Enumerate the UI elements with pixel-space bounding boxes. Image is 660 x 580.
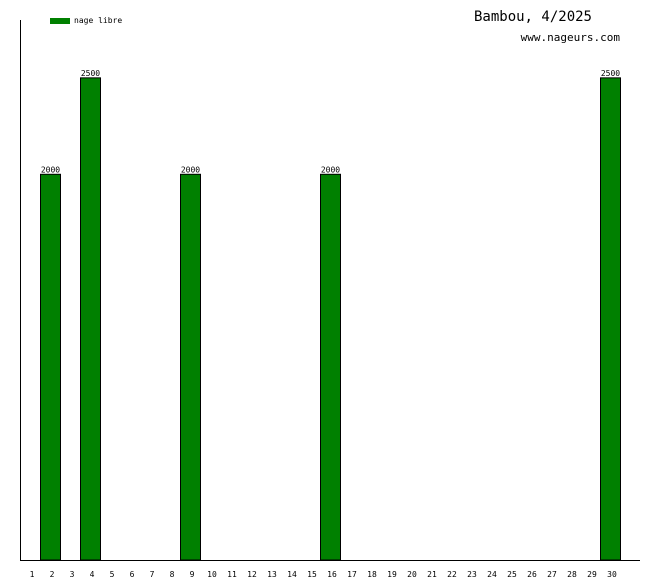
x-tick-label: 30: [607, 570, 617, 579]
x-tick-label: 15: [307, 570, 317, 579]
x-tick-label: 7: [150, 570, 155, 579]
x-tick-label: 13: [267, 570, 277, 579]
x-tick-label: 11: [227, 570, 237, 579]
x-tick-label: 21: [427, 570, 437, 579]
x-tick-labels-layer: 1 2 3 4 5 6 7 8 9 10 11 12 13 14 15 16 17 18 19 20 21 22 23 24 2…: [30, 570, 617, 579]
x-tick-label: 25: [507, 570, 517, 579]
bar-value-label: 2500: [81, 69, 100, 78]
bar: [600, 77, 621, 561]
bar: [320, 173, 341, 561]
bar: [40, 173, 61, 561]
chart-title: Bambou, 4/2025: [473, 9, 592, 25]
x-tick-label: 2: [50, 570, 55, 579]
bar: [80, 77, 101, 561]
x-tick-label: 1: [30, 570, 35, 579]
bars-layer: [40, 77, 621, 561]
x-tick-label: 29: [587, 570, 597, 579]
legend-label: nage libre: [74, 16, 123, 25]
x-tick-label: 23: [467, 570, 477, 579]
x-tick-label: 20: [407, 570, 417, 579]
axis-layer: [20, 20, 640, 561]
x-tick-label: 18: [367, 570, 377, 579]
x-tick-label: 17: [347, 570, 357, 579]
legend: nage libre: [50, 16, 122, 25]
x-tick-label: 24: [487, 570, 497, 579]
x-tick-label: 22: [447, 570, 457, 579]
x-tick-label: 16: [327, 570, 337, 579]
bar-value-label: 2000: [181, 165, 200, 174]
x-tick-label: 10: [207, 570, 217, 579]
x-tick-label: 3: [70, 570, 75, 579]
x-tick-label: 14: [287, 570, 297, 579]
x-tick-label: 12: [247, 570, 257, 579]
x-tick-label: 28: [567, 570, 577, 579]
legend-swatch: [50, 17, 70, 24]
bar-value-label: 2000: [41, 165, 60, 174]
x-tick-label: 5: [110, 570, 115, 579]
bar: [180, 173, 201, 561]
bar-value-label: 2500: [601, 69, 620, 78]
x-tick-label: 27: [547, 570, 557, 579]
x-tick-label: 26: [527, 570, 537, 579]
x-tick-label: 9: [190, 570, 195, 579]
x-tick-label: 6: [130, 570, 135, 579]
bar-value-label: 2000: [321, 165, 340, 174]
x-tick-label: 8: [170, 570, 175, 579]
x-tick-label: 4: [90, 570, 95, 579]
data-labels-layer: 2000 2500 2000 2000 2500: [41, 69, 620, 174]
x-tick-label: 19: [387, 570, 397, 579]
chart-subtitle: www.nageurs.com: [520, 31, 620, 44]
